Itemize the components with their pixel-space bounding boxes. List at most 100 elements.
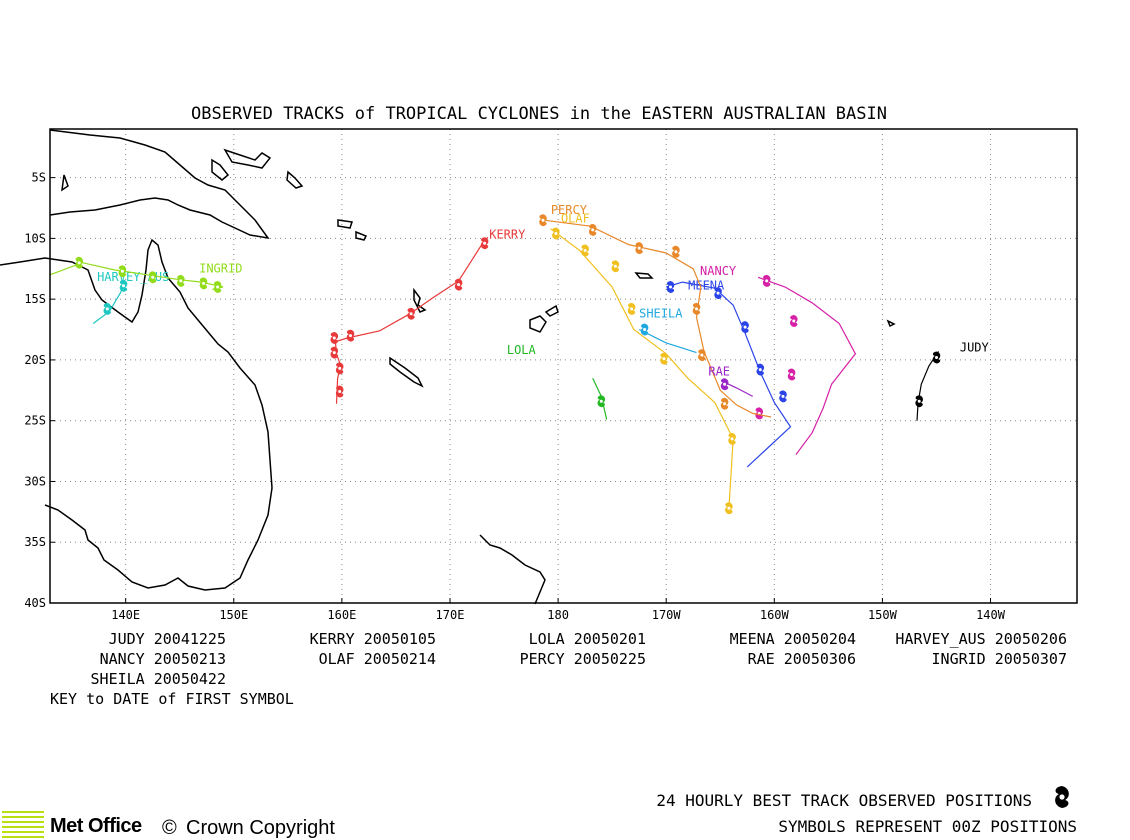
new-zealand-coast <box>479 534 546 605</box>
storm-sheila: SHEILA <box>638 306 697 354</box>
storm-symbol-kerry <box>454 278 463 291</box>
storm-symbol-percy <box>539 214 547 227</box>
legend-entry: RAE 20050306 <box>748 650 856 668</box>
map-title: OBSERVED TRACKS of TROPICAL CYCLONES in … <box>191 104 887 124</box>
legend-entry: LOLA 20050201 <box>529 630 646 648</box>
storm-symbol-percy <box>698 349 706 362</box>
new-britain-coast <box>223 148 272 169</box>
storm-legend: JUDY 20041225 KERRY 20050105 LOLA 20050201… <box>91 630 1067 688</box>
storm-symbol-olaf <box>725 502 733 515</box>
storm-symbol-kerry <box>346 329 355 342</box>
storm-symbol-percy <box>692 302 701 315</box>
legend-entry: OLAF 20050214 <box>319 650 436 668</box>
storm-symbol-lola <box>597 395 606 408</box>
x-tick-label: 160E <box>327 608 356 622</box>
met-office-logo-text: Met Office <box>50 815 142 837</box>
storm-track-meena <box>666 281 792 468</box>
legend-entry: NANCY 20050213 <box>100 650 226 668</box>
legend-entry: INGRID 20050307 <box>932 650 1067 668</box>
polynesia-island-coast <box>886 319 896 328</box>
storm-symbol-nancy <box>755 407 764 420</box>
storm-symbol-kerry <box>335 385 344 398</box>
vanuatu-coast <box>413 287 427 313</box>
australia-coast <box>0 238 273 591</box>
storm-label-ingrid: INGRID <box>199 261 242 275</box>
legend-entry: MEENA 20050204 <box>730 630 856 648</box>
storm-label-olaf: OLAF <box>561 212 590 226</box>
legend-key-text: KEY to DATE of FIRST SYMBOL <box>50 690 294 708</box>
storm-symbol-olaf <box>728 432 736 445</box>
x-tick-label: 180 <box>547 608 569 622</box>
solomon-island-coast-1 <box>337 219 353 229</box>
storm-symbol-ingrid <box>199 277 208 290</box>
y-tick-label: 5S <box>32 171 46 185</box>
storm-label-lola: LOLA <box>507 343 537 357</box>
storm-symbol-nancy <box>762 274 771 287</box>
storm-label-kerry: KERRY <box>489 227 526 241</box>
copyright-symbol: © <box>162 817 177 839</box>
y-tick-label: 15S <box>24 292 46 306</box>
storm-symbol-kerry <box>335 362 344 375</box>
storm-symbol-meena <box>756 363 765 376</box>
storm-track-nancy <box>757 276 857 456</box>
y-tick-label: 35S <box>24 535 46 549</box>
storm-rae: RAE <box>708 365 753 397</box>
cyclone-symbol-icon <box>1055 786 1069 808</box>
storm-symbol-meena <box>714 287 722 300</box>
x-tick-label: 170W <box>652 608 682 622</box>
storm-symbol-olaf <box>627 302 636 315</box>
storm-symbol-ingrid <box>75 256 84 269</box>
y-tick-label: 25S <box>24 414 46 428</box>
x-tick-label: 150W <box>868 608 898 622</box>
storm-harvey-aus: HARVEY_AUS <box>92 270 169 324</box>
footer-line-2: SYMBOLS REPRESENT 00Z POSITIONS <box>778 817 1077 836</box>
map-frame <box>49 128 1078 604</box>
y-tick-label: 40S <box>24 596 46 610</box>
storm-track-sheila <box>638 328 697 354</box>
small-island-coast <box>61 174 69 192</box>
storm-label-judy: JUDY <box>960 340 990 354</box>
legend-entry: PERCY 20050225 <box>520 650 646 668</box>
storm-symbol-olaf <box>660 352 668 365</box>
storm-nancy: NANCY <box>700 264 857 456</box>
storm-label-meena: MEENA <box>688 278 725 292</box>
fiji-coast-2 <box>544 304 559 317</box>
footer-line-1: 24 HOURLY BEST TRACK OBSERVED POSITIONS <box>656 791 1032 810</box>
storm-symbol-percy <box>720 397 729 410</box>
coastlines <box>0 129 896 605</box>
storm-symbol-judy <box>915 395 924 408</box>
storm-symbol-meena <box>779 390 787 403</box>
storm-symbol-olaf <box>611 260 620 273</box>
x-tick-label: 150E <box>219 608 248 622</box>
y-tick-label: 20S <box>24 353 46 367</box>
storm-symbol-ingrid <box>118 265 127 278</box>
x-tick-label: 140W <box>976 608 1006 622</box>
x-tick-label: 170E <box>436 608 465 622</box>
storm-symbol-percy <box>672 245 680 258</box>
storm-label-nancy: NANCY <box>700 264 737 278</box>
new-caledonia-coast <box>389 356 424 388</box>
storm-label-percy: PERCY <box>551 203 588 217</box>
storm-judy: JUDY <box>915 340 990 421</box>
storm-symbol-meena <box>666 281 675 293</box>
storm-symbol-olaf <box>552 227 560 240</box>
storm-symbol-kerry <box>407 307 415 320</box>
storm-symbol-harvey-aus <box>103 302 112 315</box>
axis-ticks: 140E 150E 160E 170E 180 170W 160W 150W 140W 5S 10S… <box>24 171 1005 622</box>
copyright-text: Crown Copyright <box>186 817 335 839</box>
storm-label-sheila: SHEILA <box>639 306 683 320</box>
storm-label-rae: RAE <box>708 365 730 379</box>
storm-track-judy <box>916 351 940 421</box>
storm-symbol-harvey-aus <box>119 279 128 292</box>
storm-track-percy <box>543 219 772 418</box>
storm-symbol-kerry <box>330 332 339 344</box>
storm-symbol-nancy <box>787 368 796 381</box>
storm-symbol-kerry <box>330 346 339 359</box>
storm-lola: LOLA <box>507 343 608 420</box>
storm-symbol-nancy <box>789 315 798 327</box>
storm-symbol-ingrid <box>176 274 185 287</box>
storm-symbol-kerry <box>480 237 489 250</box>
storm-symbol-ingrid <box>148 271 157 284</box>
